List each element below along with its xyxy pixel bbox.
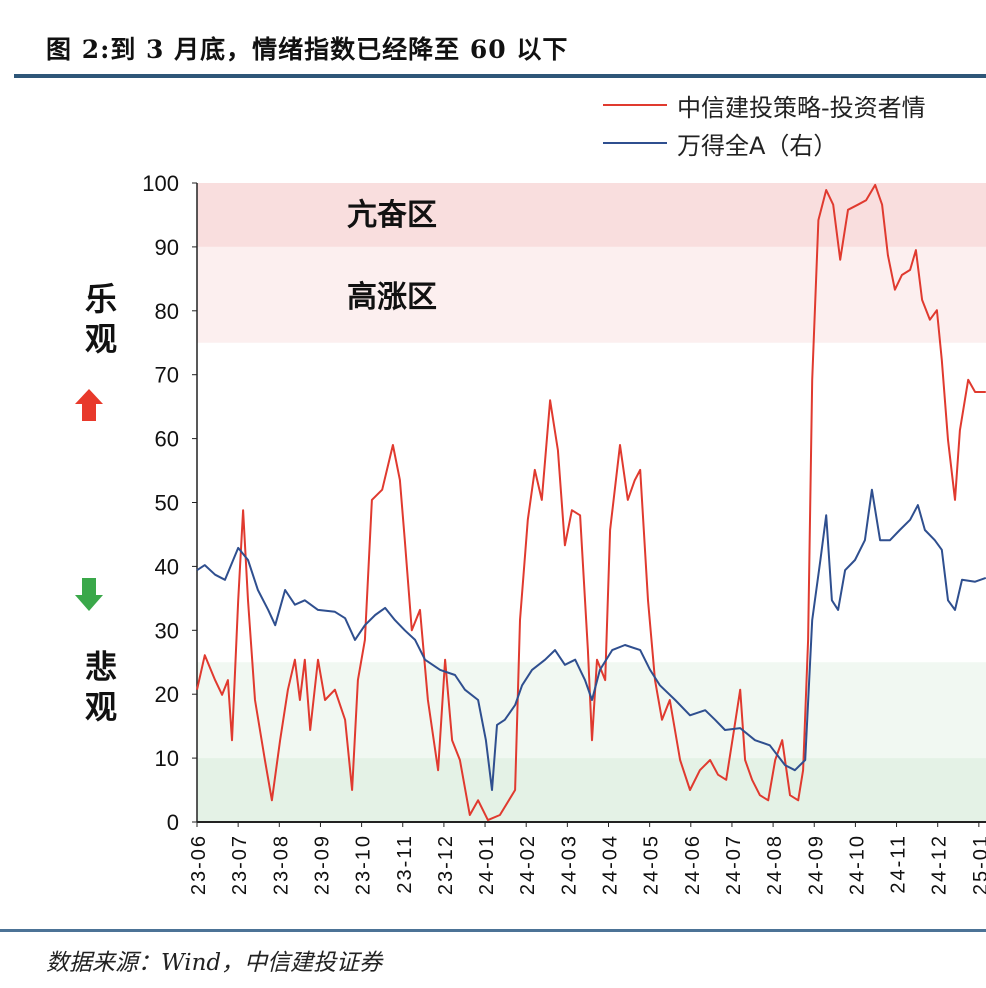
y-tick-label: 40 [155,554,179,579]
figure-title: 图 2:到 3 月底，情绪指数已经降至 60 以下 [46,35,569,64]
x-tick-label: 24-09 [805,834,827,895]
x-tick-label: 24-11 [888,834,910,894]
legend-item-sentiment: 中信建投策略-投资者情 [603,86,926,124]
x-tick-label: 23-06 [188,834,210,895]
legend-swatch-red [603,104,667,106]
y-tick-label: 70 [155,363,179,388]
x-tick-label: 23-07 [229,834,251,895]
x-tick-label: 23-12 [435,834,457,895]
up-arrow-icon [75,389,103,421]
legend-item-wind-a: 万得全A（右） [603,124,926,162]
x-tick-label: 24-01 [476,834,498,895]
x-tick-label: 24-02 [517,834,539,895]
x-tick-label: 23-09 [311,834,333,895]
y-tick-label: 30 [155,618,179,643]
x-tick-label: 24-08 [764,834,786,895]
y-tick-label: 20 [155,682,179,707]
wind-all-a-line [196,488,986,791]
y-tick-label: 10 [155,746,179,771]
footer-divider [0,929,986,932]
y-tick-label: 60 [155,427,179,452]
legend-label: 万得全A（右） [677,131,838,160]
zone-band [197,183,986,247]
sentiment-index-line [196,183,986,822]
source-note: 数据来源：Wind，中信建投证券 [46,950,383,976]
pessimistic-label: 悲观 [80,650,118,730]
x-tick-label: 23-11 [394,834,416,894]
y-tick-label: 80 [155,299,179,324]
legend-label: 中信建投策略-投资者情 [677,93,926,122]
x-tick-label: 24-04 [600,834,622,895]
zone-label-euphoric: 亢奋区 [347,198,437,233]
x-tick-label: 24-03 [558,834,580,895]
zone-label-high: 高涨区 [347,280,437,315]
y-tick-label: 50 [155,491,179,516]
legend-swatch-blue [603,142,667,144]
x-tick-label: 24-06 [682,834,704,895]
x-tick-label: 25-01 [970,834,986,895]
y-tick-label: 90 [155,235,179,260]
x-tick-label: 24-07 [723,834,745,895]
title-divider [14,74,986,78]
legend: 中信建投策略-投资者情 万得全A（右） [603,86,926,162]
x-tick-label: 24-05 [641,834,663,895]
y-tick-label: 100 [142,171,179,196]
x-tick-label: 23-10 [353,834,375,895]
zone-band [197,246,986,343]
zone-band [197,758,986,822]
y-tick-label: 0 [167,810,179,835]
x-tick-label: 24-10 [846,834,868,895]
optimistic-label: 乐观 [80,282,118,362]
down-arrow-icon [75,578,103,611]
x-tick-label: 24-12 [929,834,951,895]
x-tick-label: 23-08 [270,834,292,895]
